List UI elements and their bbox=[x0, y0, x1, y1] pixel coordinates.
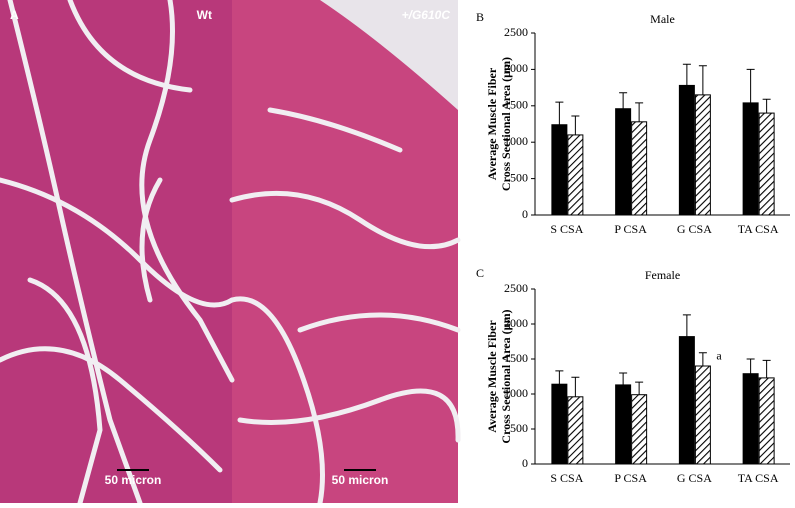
error-bar bbox=[619, 372, 628, 385]
micrograph-wt bbox=[0, 0, 232, 503]
micrograph-mutant bbox=[232, 0, 458, 503]
panel-label: A bbox=[10, 8, 19, 22]
bar bbox=[551, 383, 568, 465]
y-tick-label: 2500 bbox=[504, 25, 528, 39]
micrographs: A Wt +/G610C 50 micron 50 micron bbox=[0, 0, 461, 506]
x-tick-label: S CSA bbox=[550, 471, 583, 485]
scale-bar-label: 50 micron bbox=[332, 473, 389, 487]
error-bar bbox=[635, 381, 644, 395]
y-tick-label: 1500 bbox=[504, 351, 528, 365]
panel-label: C bbox=[476, 266, 484, 280]
x-tick-label: TA CSA bbox=[738, 471, 779, 485]
y-axis-label: Average Muscle Fiber bbox=[485, 320, 499, 433]
background-tissue bbox=[232, 0, 458, 110]
y-tick-label: 2000 bbox=[504, 316, 528, 330]
x-tick-label: G CSA bbox=[677, 471, 712, 485]
bar bbox=[615, 108, 632, 216]
bar bbox=[631, 394, 648, 465]
error-bar bbox=[698, 65, 707, 95]
micrograph-label: Wt bbox=[197, 8, 212, 22]
chart-title: Male bbox=[650, 12, 675, 26]
y-tick-label: 1000 bbox=[504, 134, 528, 148]
bar bbox=[742, 373, 759, 465]
bar bbox=[694, 94, 711, 216]
error-bar bbox=[571, 115, 580, 135]
error-bar bbox=[762, 359, 771, 378]
bar bbox=[742, 102, 759, 216]
x-tick-label: S CSA bbox=[550, 222, 583, 236]
x-tick-label: P CSA bbox=[614, 222, 647, 236]
micrograph-label: +/G610C bbox=[402, 8, 451, 22]
error-bar bbox=[555, 101, 564, 125]
y-tick-label: 2500 bbox=[504, 281, 528, 295]
error-bar bbox=[635, 102, 644, 122]
y-tick-label: 1500 bbox=[504, 98, 528, 112]
y-tick-label: 500 bbox=[510, 170, 528, 184]
y-tick-label: 500 bbox=[510, 421, 528, 435]
error-bar bbox=[619, 92, 628, 109]
y-tick-label: 2000 bbox=[504, 61, 528, 75]
x-tick-label: TA CSA bbox=[738, 222, 779, 236]
error-bar bbox=[571, 376, 580, 397]
y-tick-label: 0 bbox=[522, 207, 528, 221]
error-bar bbox=[682, 63, 691, 86]
x-tick-label: P CSA bbox=[614, 471, 647, 485]
bar bbox=[758, 112, 775, 216]
annotation: a bbox=[716, 348, 722, 362]
bar bbox=[567, 134, 584, 216]
bar bbox=[567, 396, 584, 465]
bar bbox=[551, 124, 568, 216]
error-bar bbox=[762, 98, 771, 114]
bar bbox=[694, 365, 711, 465]
x-tick-label: G CSA bbox=[677, 222, 712, 236]
error-bar bbox=[746, 358, 755, 374]
error-bar bbox=[746, 68, 755, 103]
error-bar bbox=[682, 314, 691, 337]
bar bbox=[615, 384, 632, 465]
y-tick-label: 0 bbox=[522, 456, 528, 470]
y-axis-label: Cross Sectional Area (µm) bbox=[499, 57, 513, 191]
error-bar bbox=[698, 352, 707, 366]
y-tick-label: 1000 bbox=[504, 386, 528, 400]
bar bbox=[678, 336, 695, 465]
chart-title: Female bbox=[645, 268, 680, 282]
connective-tissue bbox=[0, 0, 461, 506]
y-axis-label: Average Muscle Fiber bbox=[485, 67, 499, 180]
panel-label: B bbox=[476, 10, 484, 24]
bar bbox=[631, 121, 648, 216]
error-bar bbox=[555, 370, 564, 385]
y-axis-label: Cross Sectional Area (µm) bbox=[499, 309, 513, 443]
scale-bar-label: 50 micron bbox=[105, 473, 162, 487]
bar bbox=[678, 84, 695, 216]
bar bbox=[758, 377, 775, 465]
